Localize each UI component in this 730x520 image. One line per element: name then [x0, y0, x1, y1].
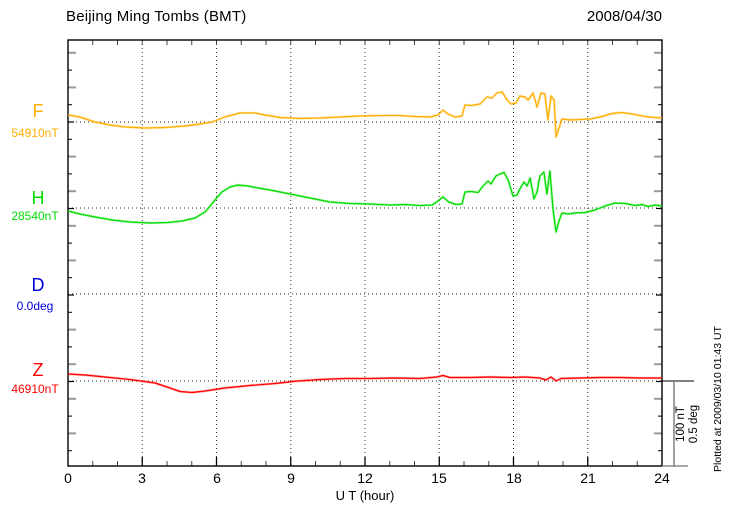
x-tick-label: 6 [213, 470, 221, 486]
channel-label-f: F [32, 101, 44, 121]
x-tick-label: 9 [287, 470, 295, 486]
x-tick-label: 21 [580, 470, 596, 486]
scalebar-label-nt: 100 nT [675, 406, 687, 442]
trace-F [67, 91, 663, 138]
x-axis-title: U T (hour) [335, 488, 395, 503]
x-tick-label: 0 [64, 470, 72, 486]
page-title: Beijing Ming Tombs (BMT) [66, 8, 247, 25]
x-tick-label: 3 [138, 470, 146, 486]
plot-frame [67, 39, 663, 467]
scalebar-label: 100 nT 0.5 deg [675, 388, 705, 460]
channel-baseline-f: 54910nT [11, 126, 59, 140]
plot-timestamp: Plotted at 2009/03/10 01:43 UT [712, 326, 724, 472]
x-tick-label: 12 [357, 470, 373, 486]
x-tick-label: 24 [654, 470, 670, 486]
trace-halo-F [67, 90, 663, 139]
scalebar-label-deg: 0.5 deg [688, 404, 700, 444]
channel-label-z: Z [32, 360, 44, 380]
channel-label-d: D [31, 275, 45, 295]
trace-H [67, 170, 663, 233]
x-tick-label: 15 [431, 470, 447, 486]
date-label: 2008/04/30 [586, 8, 662, 25]
channel-baseline-h: 28540nT [11, 209, 59, 223]
channel-baseline-d: 0.0deg [16, 299, 54, 313]
channel-baseline-z: 46910nT [11, 382, 59, 396]
trace-Z [67, 373, 662, 394]
channel-label-h: H [31, 188, 45, 208]
x-tick-label: 18 [506, 470, 522, 486]
